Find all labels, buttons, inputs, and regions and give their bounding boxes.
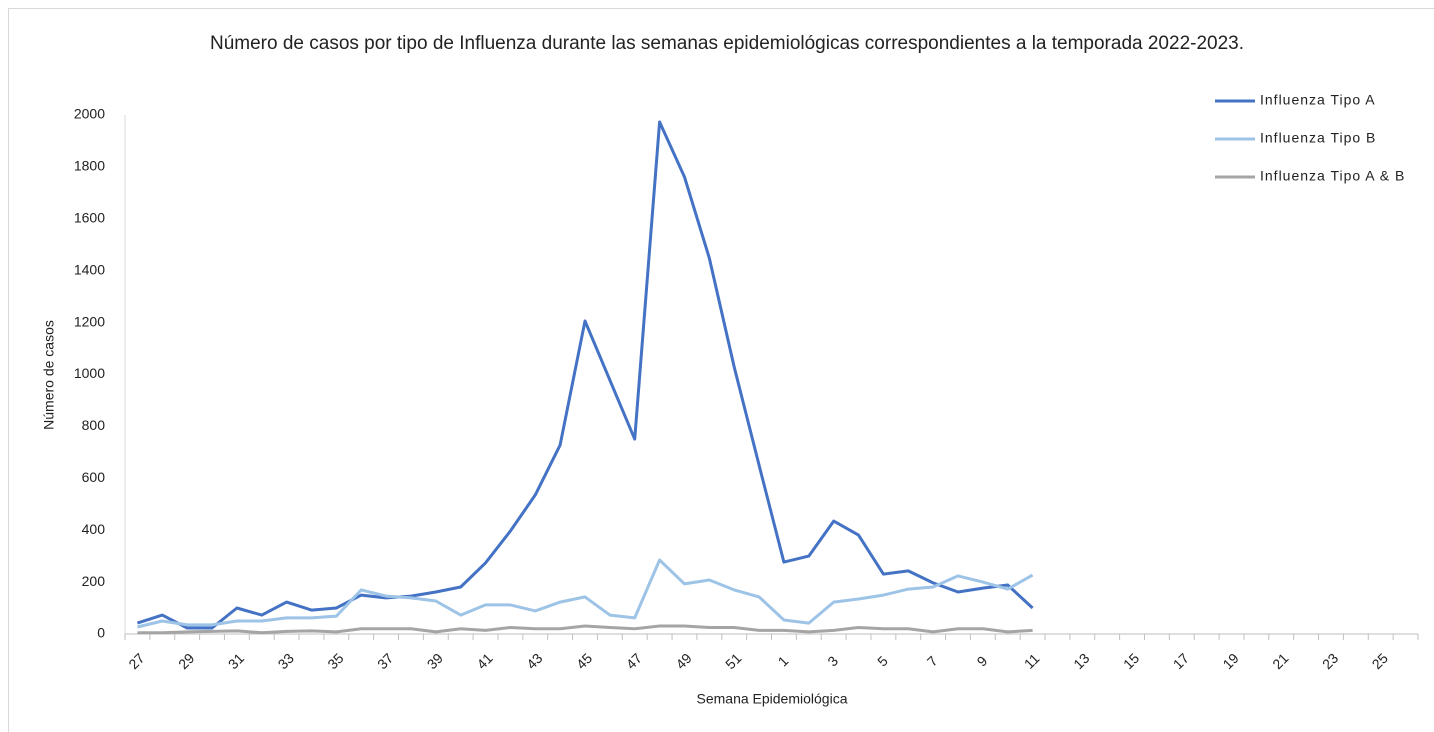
series-line: [137, 624, 1033, 635]
x-tick-label: 41: [473, 650, 495, 672]
x-tick-label: 9: [974, 653, 991, 670]
y-tick-label: 400: [82, 521, 106, 537]
x-tick-label: 31: [225, 650, 247, 672]
x-tick-label: 47: [623, 650, 645, 672]
y-tick-label: 800: [82, 417, 106, 433]
y-tick-label: 1600: [74, 210, 105, 226]
x-tick-label: 37: [374, 650, 396, 672]
y-tick-label: 200: [82, 573, 106, 589]
x-tick-label: 3: [824, 653, 841, 670]
y-tick-label: 1200: [74, 313, 105, 329]
y-tick-label: 1000: [74, 365, 105, 381]
x-tick-label: 19: [1219, 650, 1241, 672]
x-tick-label: 27: [125, 650, 147, 672]
x-tick-label: 11: [1021, 650, 1043, 672]
y-tick-label: 0: [97, 625, 105, 641]
series-line: [136, 120, 1034, 630]
x-tick-label: 21: [1269, 650, 1291, 672]
legend-label: Influenza Tipo A: [1260, 92, 1376, 108]
x-axis-label: Semana Epidemiológica: [697, 691, 848, 707]
x-tick-label: 29: [175, 650, 197, 672]
x-tick-label: 25: [1369, 650, 1391, 672]
x-tick-label: 13: [1070, 650, 1092, 672]
x-tick-label: 39: [424, 650, 446, 672]
chart-frame: [8, 8, 1434, 732]
legend-label: Influenza Tipo B: [1260, 130, 1376, 146]
y-axis-label: Número de casos: [41, 320, 57, 430]
x-tick-label: 23: [1319, 650, 1341, 672]
y-tick-label: 600: [82, 469, 106, 485]
y-tick-label: 2000: [74, 106, 105, 122]
y-tick-label: 1400: [74, 261, 105, 277]
x-tick-label: 45: [573, 650, 595, 672]
x-tick-label: 49: [672, 650, 694, 672]
x-tick-label: 1: [775, 653, 792, 670]
chart-title: Número de casos por tipo de Influenza du…: [209, 33, 1245, 54]
x-tick-label: 43: [523, 650, 545, 672]
legend-label: Influenza Tipo A & B: [1260, 168, 1405, 184]
x-tick-label: 17: [1170, 650, 1192, 672]
series-line: [137, 558, 1034, 629]
x-tick-label: 5: [874, 653, 891, 670]
x-tick-label: 15: [1120, 650, 1142, 672]
x-tick-label: 35: [324, 650, 346, 672]
x-tick-label: 7: [924, 653, 941, 670]
y-tick-label: 1800: [74, 158, 105, 174]
x-tick-label: 51: [722, 650, 744, 672]
x-tick-label: 33: [275, 650, 297, 672]
